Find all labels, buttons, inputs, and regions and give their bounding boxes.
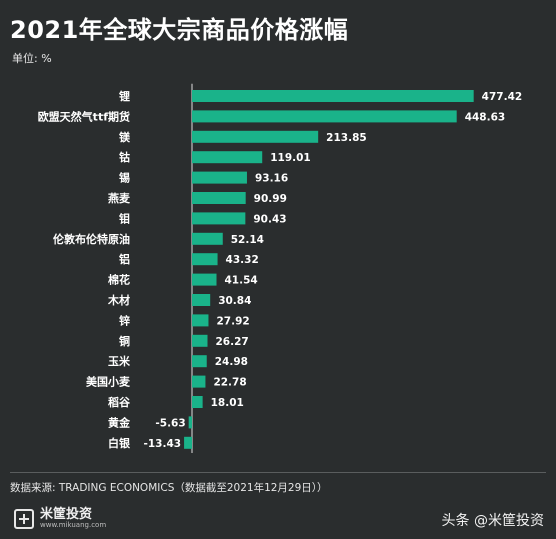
category-label: 木材 (107, 293, 130, 307)
category-label: 棉花 (108, 273, 130, 287)
bar (192, 110, 457, 123)
value-label: 41.54 (225, 275, 258, 287)
bar-chart: 锂 477.42 欧盟天然气ttf期货 448.63 镁 213.85 钴 119.01 锡 93… (38, 83, 523, 453)
value-label: 119.01 (270, 152, 311, 164)
watermark: 头条 @米筐投资 (441, 513, 544, 529)
value-label: 43.32 (226, 254, 259, 266)
category-label: 燕麦 (108, 191, 131, 205)
value-label: 52.14 (231, 234, 264, 246)
category-label: 欧盟天然气ttf期货 (38, 109, 130, 123)
bar (192, 171, 247, 184)
bar (192, 192, 246, 204)
logo-icon (14, 508, 34, 529)
category-label: 伦敦布伦特原油 (53, 232, 130, 246)
brand-logo: 米筐投资 www.mikuang.com (14, 507, 107, 530)
category-label: 钼 (119, 211, 130, 225)
category-label: 锌 (119, 313, 130, 327)
bar (192, 294, 211, 306)
bar (192, 355, 207, 368)
bar (188, 416, 192, 429)
category-label: 稻谷 (108, 395, 131, 409)
bar (192, 130, 319, 143)
bar (192, 375, 206, 388)
bar (192, 253, 218, 266)
chart-title: 2021年全球大宗商品价格涨幅 (10, 16, 349, 44)
category-label: 钴 (119, 150, 130, 164)
value-label: 24.98 (215, 356, 248, 368)
value-label: -13.43 (143, 438, 181, 450)
unit-label: 单位: % (12, 52, 52, 65)
category-label: 美国小麦 (86, 375, 131, 389)
logo-name: 米筐投资 (40, 507, 93, 522)
value-label: 448.63 (465, 111, 506, 123)
bar (192, 273, 217, 286)
data-source: 数据来源: TRADING ECONOMICS（数据截至2021年12月29日）… (10, 482, 328, 494)
bar (192, 212, 246, 225)
bar (192, 90, 474, 102)
value-label: 90.43 (253, 213, 286, 225)
value-label: 22.78 (213, 377, 246, 389)
bar (192, 396, 203, 408)
category-label: 白银 (108, 436, 131, 450)
bar (192, 232, 223, 245)
category-label: 锡 (119, 171, 130, 185)
value-label: 27.92 (216, 315, 249, 327)
category-label: 镁 (119, 130, 131, 144)
category-label: 黄金 (108, 415, 131, 429)
value-label: 30.84 (218, 295, 251, 307)
bar (192, 314, 209, 327)
category-label: 锂 (119, 89, 130, 103)
value-label: 213.85 (326, 132, 367, 144)
logo-url: www.mikuang.com (40, 521, 107, 530)
footer-divider (10, 472, 546, 473)
category-label: 玉米 (108, 354, 131, 368)
bar (192, 151, 263, 164)
value-label: 18.01 (211, 397, 244, 409)
category-label: 铜 (118, 334, 130, 348)
value-label: 477.42 (482, 91, 523, 103)
value-label: 90.99 (254, 193, 287, 205)
value-label: 26.27 (215, 336, 248, 348)
value-label: 93.16 (255, 173, 288, 185)
bar (192, 334, 208, 347)
value-label: -5.63 (155, 417, 185, 429)
bar (184, 436, 192, 449)
category-label: 铝 (119, 252, 130, 266)
